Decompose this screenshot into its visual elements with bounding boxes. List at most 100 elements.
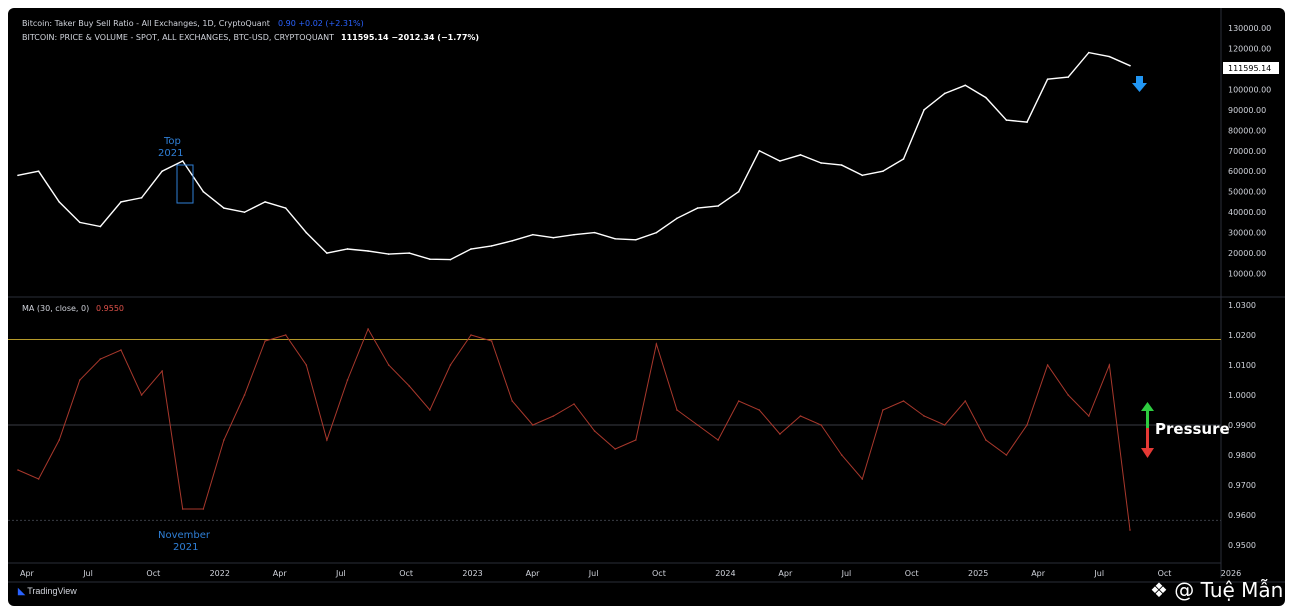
- tradingview-logo[interactable]: ◣ TradingView: [18, 586, 77, 597]
- price-tick-label: 90000.00: [1228, 106, 1266, 115]
- ma-point: [964, 400, 967, 402]
- ma-tick-label: 1.0100: [1228, 361, 1256, 370]
- price-point: [799, 154, 802, 156]
- ma-point: [882, 409, 884, 411]
- ma-point: [243, 394, 246, 396]
- arrow-down-icon: [1132, 76, 1147, 92]
- tradingview-label: TradingView: [27, 586, 77, 596]
- ma-point: [985, 439, 987, 441]
- price-point: [717, 205, 719, 207]
- price-series-points: [17, 51, 1131, 261]
- price-point: [532, 233, 534, 236]
- author-watermark: ❖ @ Tuệ Mẫn: [1150, 578, 1283, 602]
- ma-tick-label: 1.0300: [1228, 301, 1256, 310]
- price-point: [902, 158, 905, 160]
- ma-point: [1046, 364, 1049, 366]
- ma-point: [758, 409, 761, 411]
- ma-point: [614, 448, 616, 450]
- ma-point: [284, 334, 287, 336]
- ma-point: [470, 334, 472, 336]
- tradingview-logo-icon: ◣: [18, 586, 25, 596]
- time-tick-label: Apr: [526, 569, 541, 578]
- price-point: [634, 238, 637, 241]
- time-tick-label: 2026: [1221, 569, 1241, 578]
- price-tick-label: 10000.00: [1228, 270, 1266, 279]
- ma-point: [676, 409, 678, 411]
- ma-point: [573, 403, 575, 405]
- top-label-line2: 2021: [158, 148, 183, 159]
- price-tick-label: 120000.00: [1228, 44, 1271, 53]
- ma-point: [202, 508, 205, 510]
- price-point: [58, 201, 60, 203]
- price-point: [676, 217, 678, 220]
- ma-tick-label: 0.9500: [1228, 541, 1256, 550]
- price-point: [1026, 121, 1028, 123]
- price-point: [573, 233, 575, 236]
- price-tick-label: 100000.00: [1228, 85, 1271, 94]
- ma-tick-label: 0.9700: [1228, 481, 1256, 490]
- ma-point: [1088, 415, 1090, 417]
- price-point: [1129, 64, 1131, 67]
- price-tick-label: 40000.00: [1228, 208, 1266, 217]
- legend-line2-values: 111595.14 −2012.34 (−1.77%): [341, 33, 479, 42]
- time-tick-label: Jul: [588, 569, 599, 578]
- price-point: [181, 160, 184, 162]
- price-point: [408, 252, 411, 254]
- ma-point: [99, 358, 102, 360]
- time-tick-label: Oct: [652, 569, 666, 578]
- price-point: [78, 221, 81, 224]
- pressure-label: Pressure: [1155, 420, 1230, 438]
- legend-line2-name[interactable]: BITCOIN: PRICE & VOLUME - SPOT, ALL EXCH…: [22, 33, 334, 42]
- price-tick-label: 20000.00: [1228, 249, 1266, 258]
- price-tick-label: 60000.00: [1228, 167, 1266, 176]
- pressure-down-icon: [1141, 428, 1154, 458]
- time-tick-label: Apr: [20, 569, 35, 578]
- price-series-line: [17, 51, 1131, 261]
- ma-point: [387, 364, 390, 366]
- price-point: [346, 248, 349, 250]
- ma-point: [861, 478, 864, 480]
- ma-point: [58, 439, 60, 441]
- price-point: [387, 253, 390, 255]
- price-point: [490, 245, 493, 247]
- ma-point: [779, 433, 781, 435]
- price-point: [511, 240, 514, 242]
- legend-line1-name[interactable]: Bitcoin: Taker Buy Sell Ratio - All Exch…: [22, 19, 270, 28]
- price-point: [223, 207, 225, 209]
- ma-point: [511, 400, 514, 402]
- price-point: [326, 252, 328, 254]
- pressure-up-icon: [1141, 402, 1154, 428]
- time-axis-ticks: Apr Jul Oct 2022 Apr Jul Oct 2023 Apr Jul Oct 2024 A…: [20, 569, 1241, 578]
- ma-point: [840, 454, 843, 456]
- time-tick-label: Oct: [146, 569, 160, 578]
- ma-point: [326, 439, 328, 441]
- ma-point: [346, 379, 349, 381]
- chart-frame: Bitcoin: Taker Buy Sell Ratio - All Exch…: [8, 8, 1285, 606]
- ma-point: [140, 394, 143, 396]
- price-tick-label: 30000.00: [1228, 229, 1266, 238]
- price-point: [1046, 78, 1049, 80]
- price-point: [593, 231, 596, 234]
- time-tick-label: Jul: [841, 569, 852, 578]
- ma-point: [223, 439, 225, 441]
- price-point: [161, 170, 163, 173]
- ma-legend-value: 0.9550: [96, 304, 124, 313]
- watermark-text: @ Tuệ Mẫn: [1174, 578, 1284, 602]
- price-tick-label: 70000.00: [1228, 147, 1266, 156]
- ma-tick-label: 0.9600: [1228, 511, 1256, 520]
- price-point: [243, 211, 246, 213]
- time-tick-label: Jul: [1093, 569, 1104, 578]
- price-point: [17, 174, 19, 177]
- price-point: [1005, 119, 1008, 121]
- price-point: [737, 190, 740, 193]
- ma-series-line: [17, 327, 1131, 531]
- ma-legend-name[interactable]: MA (30, close, 0): [22, 304, 89, 313]
- price-point: [1088, 51, 1090, 54]
- ma-point: [37, 478, 40, 480]
- ma-tick-label: 0.9900: [1228, 421, 1256, 430]
- ma-point: [1005, 454, 1008, 456]
- ma-point: [634, 439, 637, 441]
- price-point: [429, 258, 431, 261]
- ma-point: [1026, 424, 1028, 426]
- ma-point: [593, 430, 596, 432]
